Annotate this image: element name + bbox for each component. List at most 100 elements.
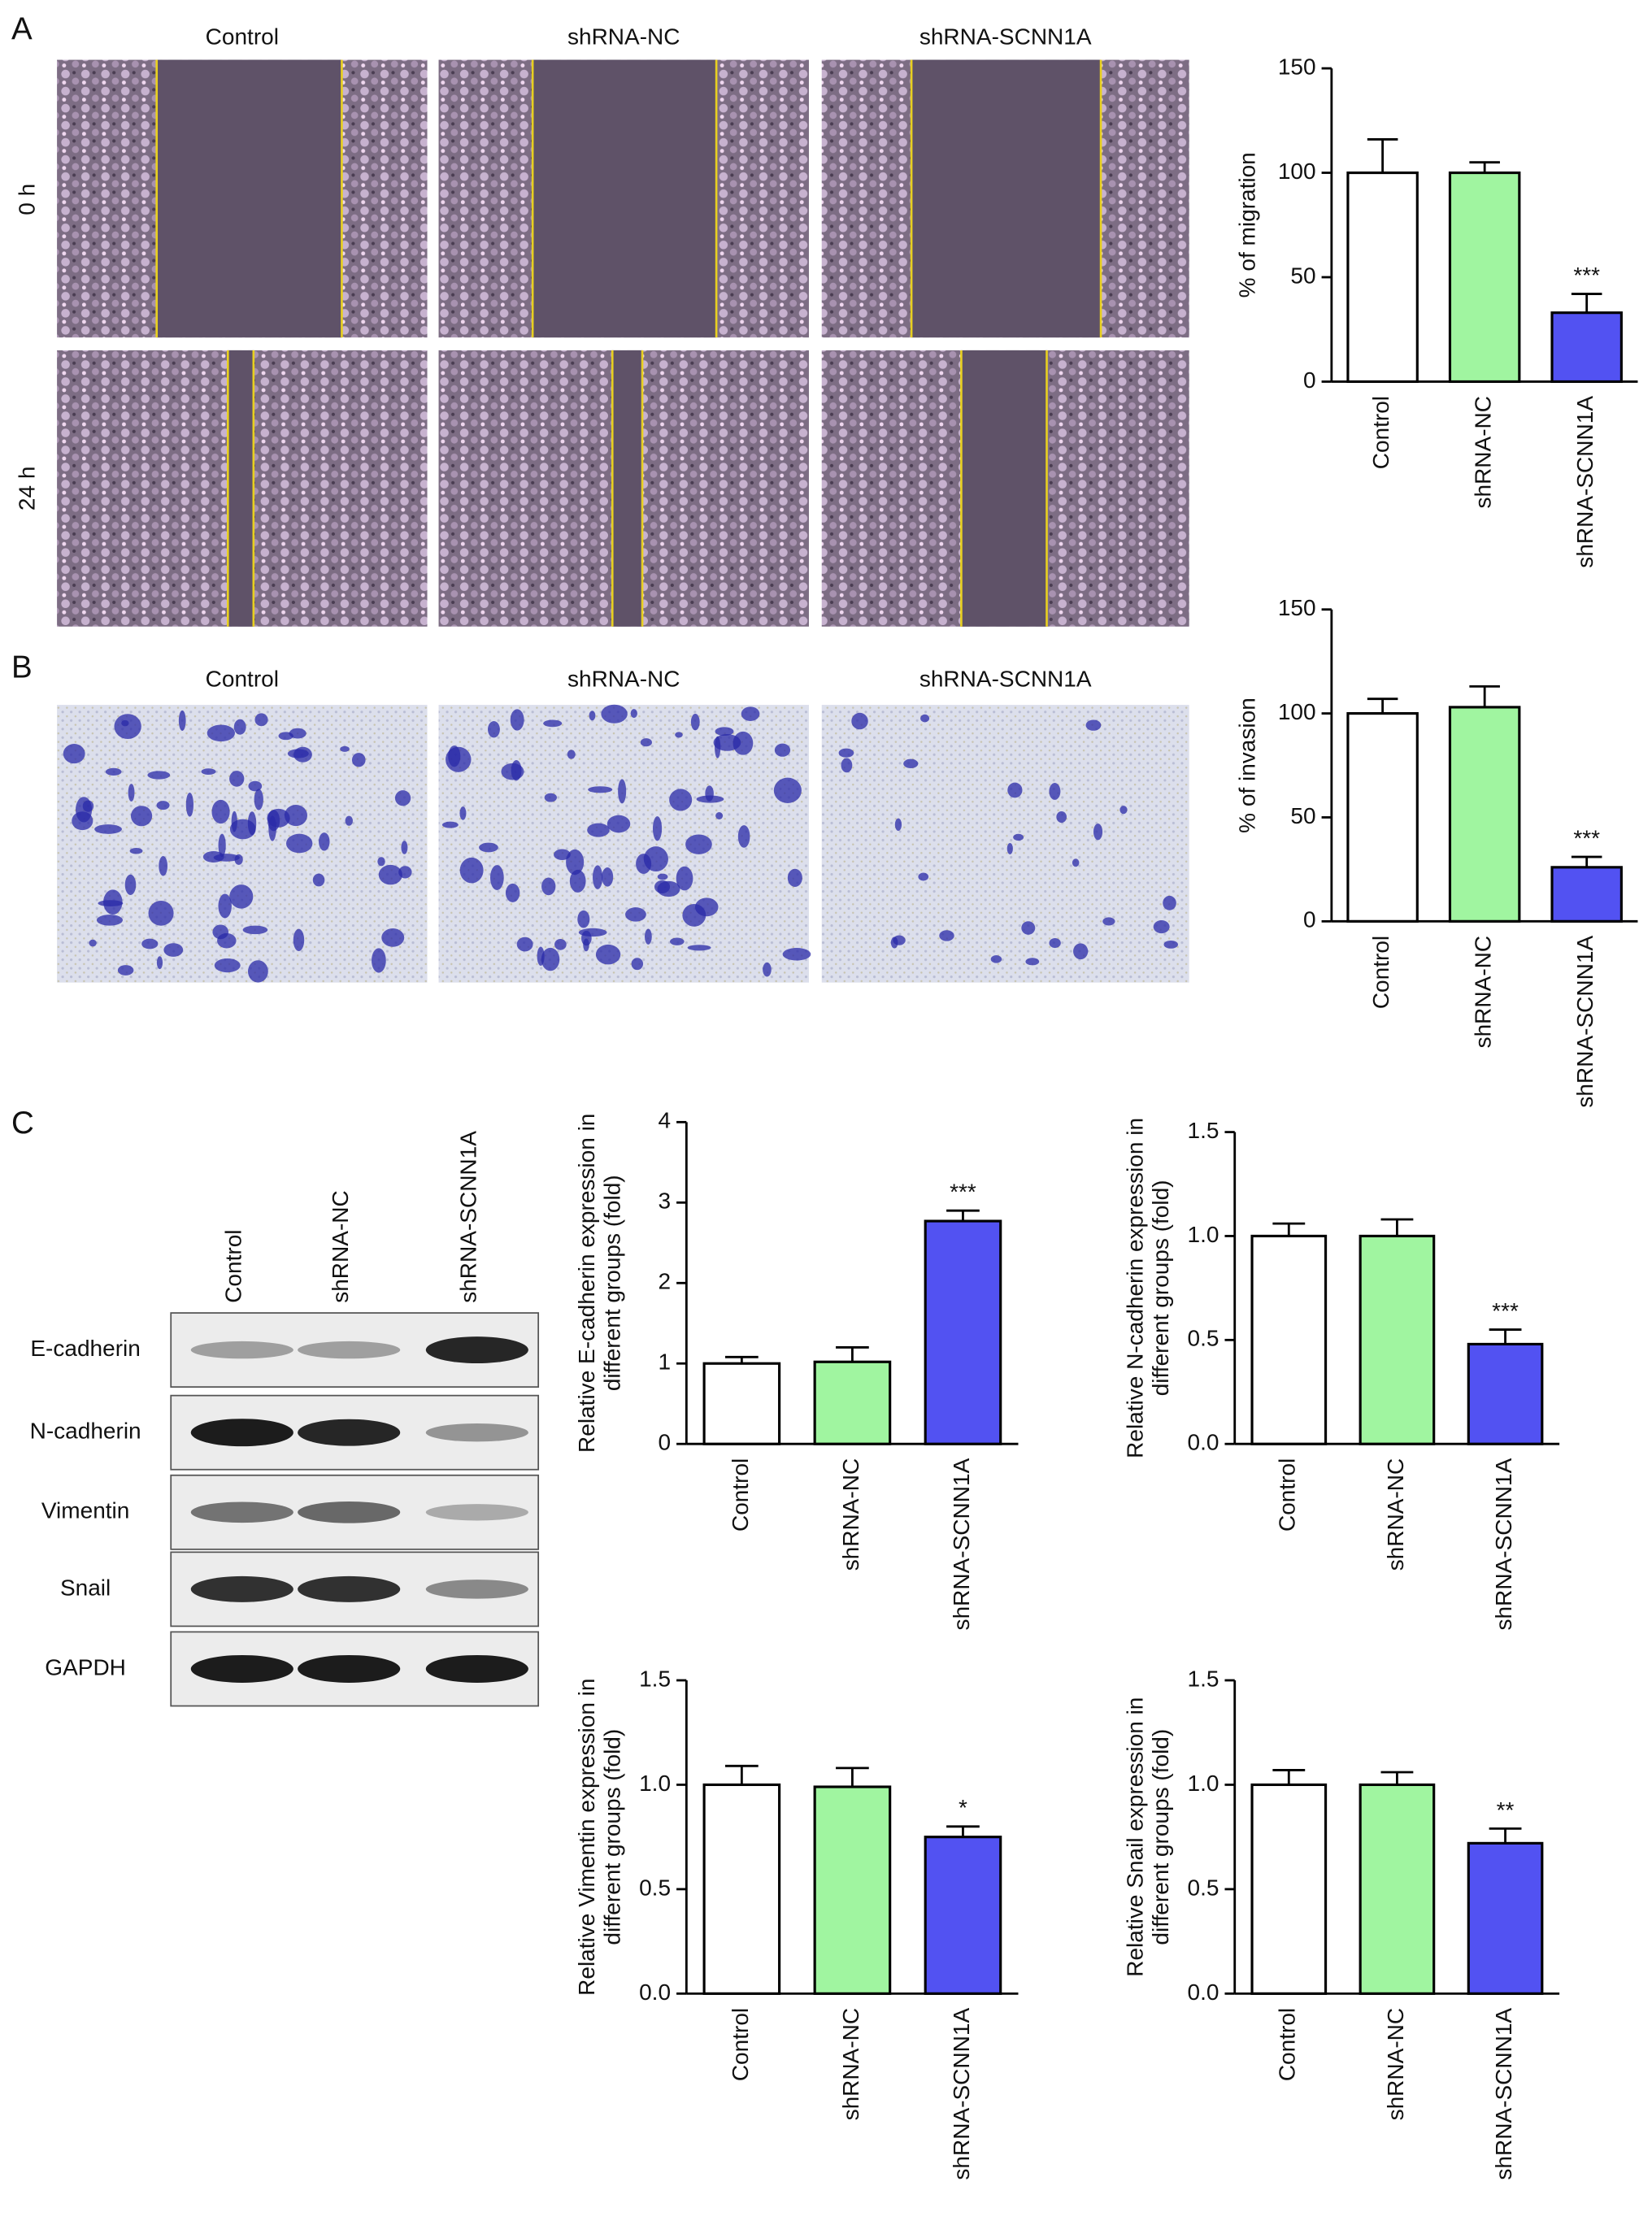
blot-band (298, 1501, 401, 1523)
stained-cell (894, 818, 902, 832)
stained-cell (741, 706, 760, 721)
micrograph (821, 705, 1189, 983)
stained-cell (1007, 782, 1023, 798)
y-axis-label: % of invasion (1235, 697, 1260, 833)
stained-cell (214, 958, 241, 973)
y-axis-label: Relative Vimentin expression in (574, 1678, 599, 1995)
x-tick-label: shRNA-NC (1471, 396, 1496, 509)
x-tick-label: Control (1368, 936, 1393, 1009)
stained-cell (543, 719, 563, 728)
stained-cell (643, 846, 668, 871)
protein-label: E-cadherin (30, 1336, 140, 1361)
bar (813, 1360, 892, 1445)
y-tick-label: 1.5 (1188, 1666, 1219, 1691)
bar (1359, 1234, 1436, 1445)
lane-label: Control (220, 1229, 246, 1302)
blot-band (190, 1341, 293, 1359)
stained-cell (254, 713, 268, 727)
bar (924, 1219, 1002, 1445)
y-tick-label: 0.0 (639, 1979, 671, 2005)
y-axis-label: Relative N-cadherin expression in (1122, 1118, 1147, 1458)
x-tick-label: shRNA-SCNN1A (1572, 936, 1598, 1108)
stained-cell (1163, 895, 1176, 910)
protein-label: N-cadherin (30, 1419, 141, 1444)
stained-cell (601, 704, 628, 724)
stained-cell (920, 714, 930, 723)
stained-cell (774, 743, 791, 757)
x-tick-label: Control (1368, 396, 1393, 469)
bar (1250, 1783, 1328, 1995)
blot-band (298, 1654, 401, 1683)
stained-cell (589, 711, 596, 721)
stained-cell (147, 771, 171, 780)
scratch-gap (961, 350, 1047, 627)
stained-cell (670, 937, 685, 945)
y-tick-label: 50 (1290, 263, 1315, 288)
blot-band (298, 1575, 401, 1602)
stained-cell (340, 745, 350, 752)
x-tick-label: shRNA-SCNN1A (1572, 396, 1598, 568)
bar (1448, 706, 1521, 923)
column-heading: shRNA-SCNN1A (919, 24, 1092, 50)
stained-cell (128, 784, 135, 802)
stained-cell (1049, 937, 1061, 949)
stained-cell (631, 958, 644, 971)
blot-band (425, 1423, 528, 1442)
stained-cell (630, 709, 637, 719)
bar (1550, 311, 1623, 384)
stained-cell (489, 865, 504, 890)
y-tick-label: 150 (1278, 54, 1316, 79)
y-tick-label: 0.0 (1188, 1430, 1219, 1455)
stained-cell (63, 744, 85, 764)
y-tick-label: 1.0 (639, 1771, 671, 1796)
stained-cell (287, 749, 309, 758)
x-tick-label: shRNA-NC (1383, 1458, 1408, 1571)
stained-cell (510, 709, 524, 731)
blot-band (425, 1580, 528, 1599)
stained-cell (201, 768, 216, 776)
stained-cell (381, 928, 405, 947)
y-axis-label: Relative Snail expression in (1122, 1697, 1147, 1977)
y-tick-label: 1.0 (1188, 1222, 1219, 1247)
stained-cell (105, 767, 122, 776)
y-tick-label: 0.5 (1188, 1875, 1219, 1900)
stained-cell (479, 842, 498, 853)
stained-cell (715, 812, 724, 819)
y-tick-label: 4 (658, 1108, 671, 1133)
significance: *** (1573, 825, 1600, 850)
stained-cell (89, 939, 97, 947)
stained-cell (1013, 833, 1024, 841)
y-tick-label: 0.5 (1188, 1326, 1219, 1351)
y-axis-label: different groups (fold) (1148, 1180, 1173, 1397)
stained-cell (516, 936, 533, 952)
bar (1467, 1841, 1544, 1995)
stained-cell (247, 960, 268, 983)
stained-cell (1102, 917, 1115, 926)
x-tick-label: shRNA-NC (838, 2008, 863, 2121)
stained-cell (156, 801, 170, 810)
stained-cell (554, 849, 571, 861)
bar (1467, 1342, 1544, 1445)
x-tick-label: shRNA-SCNN1A (949, 2008, 974, 2180)
stained-cell (782, 948, 811, 961)
bar (1346, 712, 1419, 923)
x-tick-label: shRNA-SCNN1A (949, 1458, 974, 1630)
scratch-gap (911, 59, 1102, 338)
stained-cell (1119, 806, 1128, 815)
scratch-gap (612, 350, 643, 627)
stained-cell (398, 866, 412, 879)
stained-cell (1006, 842, 1013, 854)
panel-label: A (11, 12, 33, 47)
stained-cell (1163, 940, 1178, 949)
blot-band (425, 1336, 528, 1364)
x-tick-label: shRNA-SCNN1A (1491, 2008, 1516, 2180)
stained-cell (218, 893, 232, 919)
bar (924, 1836, 1002, 1995)
significance: ** (1497, 1797, 1515, 1823)
stained-cell (459, 806, 467, 820)
stained-cell (669, 789, 693, 811)
stained-cell (178, 710, 186, 732)
stained-cell (705, 785, 714, 802)
stained-cell (583, 938, 589, 952)
